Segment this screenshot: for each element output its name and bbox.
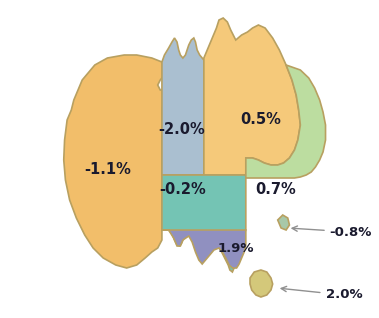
Polygon shape <box>278 215 290 230</box>
Polygon shape <box>250 270 273 297</box>
Polygon shape <box>246 65 326 178</box>
Polygon shape <box>64 55 166 268</box>
Text: 0.5%: 0.5% <box>241 113 281 128</box>
Text: 0.7%: 0.7% <box>255 183 296 197</box>
Text: -2.0%: -2.0% <box>158 122 205 137</box>
Polygon shape <box>162 175 246 272</box>
Polygon shape <box>162 230 246 268</box>
Text: -0.8%: -0.8% <box>292 225 372 238</box>
Text: -1.1%: -1.1% <box>84 162 131 177</box>
Text: 2.0%: 2.0% <box>281 287 362 301</box>
Text: 1.9%: 1.9% <box>218 241 254 254</box>
Polygon shape <box>162 38 204 175</box>
Text: -0.2%: -0.2% <box>160 183 206 197</box>
Polygon shape <box>204 18 301 175</box>
